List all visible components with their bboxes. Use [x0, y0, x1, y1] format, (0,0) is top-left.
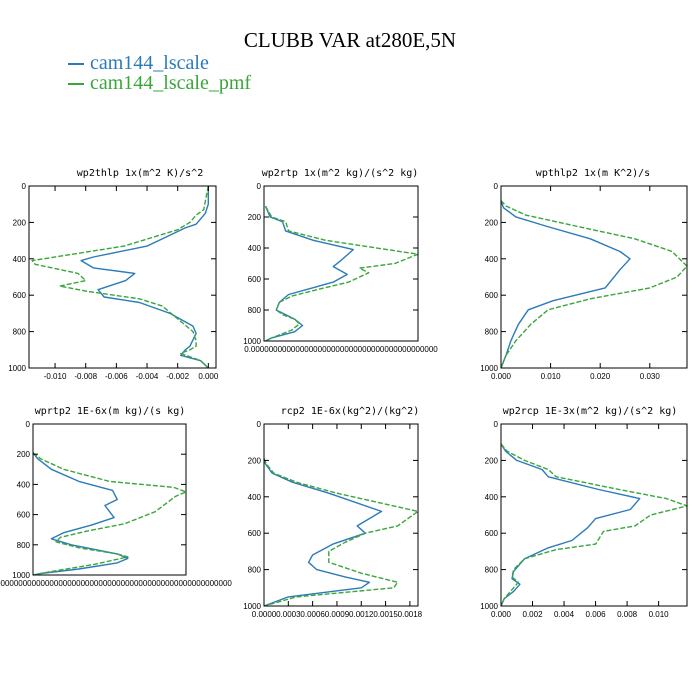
y-tick-label: 800 [248, 306, 262, 315]
legend-swatch-1 [68, 63, 84, 66]
y-tick-label: 800 [17, 541, 31, 550]
legend-swatch-2 [68, 83, 84, 86]
x-tick-label: -0.002 [166, 372, 189, 381]
x-tick-label: 0000000000000000000000000000000000000000… [0, 579, 232, 588]
plot-frame [28, 185, 217, 369]
x-tick-label: 0.0015 [373, 610, 398, 619]
y-tick-label: 800 [248, 566, 262, 575]
y-tick-label: 600 [17, 511, 31, 520]
series-line-lscale [500, 200, 631, 369]
y-tick-label: 1000 [480, 602, 498, 611]
x-tick-label: 0.002 [523, 610, 544, 619]
y-tick-label: 1000 [12, 571, 30, 580]
y-tick-label: 200 [485, 456, 499, 465]
x-tick-label: 0.030 [640, 372, 661, 381]
y-tick-label: 400 [485, 255, 499, 264]
x-tick-label: 0.0009 [325, 610, 350, 619]
y-tick-label: 0 [494, 420, 499, 429]
x-tick-label: 0.000 [198, 372, 219, 381]
chart-title: wp2rtp 1x(m^2 kg)/(s^2 kg) [262, 168, 419, 179]
y-tick-label: 0 [494, 182, 499, 191]
plot-frame [32, 423, 187, 576]
y-tick-label: 800 [13, 328, 27, 337]
legend-label-1: cam144_lscale [90, 52, 209, 74]
x-tick-label: 0.0003 [276, 610, 301, 619]
x-tick-label: -0.004 [136, 372, 159, 381]
y-tick-label: 400 [248, 493, 262, 502]
y-tick-label: 200 [485, 218, 499, 227]
legend-label-2: cam144_lscale_pmf [90, 72, 252, 94]
x-tick-label: -0.008 [74, 372, 97, 381]
y-tick-label: 400 [248, 244, 262, 253]
x-tick-label: 0.004 [554, 610, 575, 619]
legend-entry-1: cam144_lscale [68, 52, 209, 74]
y-tick-label: 400 [485, 493, 499, 502]
plot-frame [500, 423, 688, 607]
chart-title: wprtp2 1E-6x(m kg)/(s kg) [35, 406, 186, 417]
chart-panel-4: wprtp2 1E-6x(m kg)/(s kg) 0 200 400 600 800 10… [0, 406, 232, 588]
y-tick-label: 1000 [8, 364, 26, 373]
chart-panel-6: wp2rcp 1E-3x(m^2 kg)/(s^2 kg) 0 200 400 600 8… [480, 406, 688, 619]
series-line-lscale [264, 205, 354, 342]
plot-frame [263, 423, 419, 607]
y-tick-label: 1000 [243, 602, 261, 611]
series-line-lscale-pmf [31, 185, 209, 369]
x-tick-label: 0.010 [649, 610, 670, 619]
x-tick-label: 0.000 [491, 610, 512, 619]
plot-frame [500, 185, 688, 369]
y-tick-label: 200 [13, 218, 27, 227]
legend-entry-2: cam144_lscale_pmf [68, 72, 251, 94]
y-tick-label: 800 [485, 566, 499, 575]
y-tick-label: 0 [257, 420, 262, 429]
series-line-lscale-pmf [263, 458, 419, 607]
y-tick-label: 600 [248, 529, 262, 538]
y-tick-label: 200 [17, 450, 31, 459]
series-line-lscale [263, 458, 383, 607]
chart-panel-1: wp2thlp 1x(m^2 K)/s^2 0 200 400 600 800 1000 -0… [8, 168, 219, 381]
y-tick-label: 1000 [480, 364, 498, 373]
page-title: CLUBB VAR at280E,5N [243, 28, 457, 52]
series-line-lscale-pmf [500, 443, 688, 607]
series-line-lscale [32, 452, 129, 576]
series-line-lscale-pmf [32, 452, 187, 576]
x-tick-label: -0.010 [44, 372, 67, 381]
x-tick-label: 0.0018 [398, 610, 423, 619]
chart-panel-3: wpthlp2 1x(m K^2)/s 0 200 400 600 800 10000.00… [480, 168, 688, 381]
series-line-lscale [80, 186, 210, 369]
x-tick-label: 0.00000000000000000000000000000000000000… [244, 345, 438, 354]
x-tick-label: 0.0000 [252, 610, 277, 619]
y-tick-label: 400 [17, 480, 31, 489]
chart-panel-2: wp2rtp 1x(m^2 kg)/(s^2 kg)0 200 400 600 800 1… [243, 168, 438, 354]
chart-title: wp2rcp 1E-3x(m^2 kg)/(s^2 kg) [503, 406, 678, 417]
chart-panel-5: rcp2 1E-6x(kg^2)/(kg^2) 0 200 400 600 800 1000… [243, 406, 422, 619]
chart-title: rcp2 1E-6x(kg^2)/(kg^2) [281, 406, 419, 417]
y-tick-label: 600 [485, 529, 499, 538]
x-tick-label: 0.010 [541, 372, 562, 381]
x-tick-label: -0.006 [105, 372, 128, 381]
series-line-lscale-pmf [264, 205, 419, 342]
chart-title: wpthlp2 1x(m K^2)/s [536, 168, 650, 179]
y-tick-label: 400 [13, 255, 27, 264]
x-tick-label: 0.000 [491, 372, 512, 381]
series-line-lscale-pmf [500, 200, 688, 369]
x-tick-label: 0.0006 [300, 610, 325, 619]
y-tick-label: 0 [257, 182, 262, 191]
series-line-lscale [500, 443, 641, 607]
x-tick-label: 0.008 [617, 610, 638, 619]
y-tick-label: 200 [248, 456, 262, 465]
x-tick-label: 0.020 [590, 372, 611, 381]
y-tick-label: 800 [485, 328, 499, 337]
plot-frame [263, 185, 419, 342]
y-tick-label: 1000 [243, 337, 261, 346]
y-tick-label: 600 [485, 291, 499, 300]
chart-title: wp2thlp 1x(m^2 K)/s^2 [77, 168, 203, 179]
y-tick-label: 200 [248, 213, 262, 222]
x-tick-label: 0.0012 [349, 610, 374, 619]
y-tick-label: 600 [248, 275, 262, 284]
y-tick-label: 0 [26, 420, 31, 429]
x-tick-label: 0.006 [586, 610, 607, 619]
y-tick-label: 0 [22, 182, 27, 191]
y-tick-label: 600 [13, 291, 27, 300]
